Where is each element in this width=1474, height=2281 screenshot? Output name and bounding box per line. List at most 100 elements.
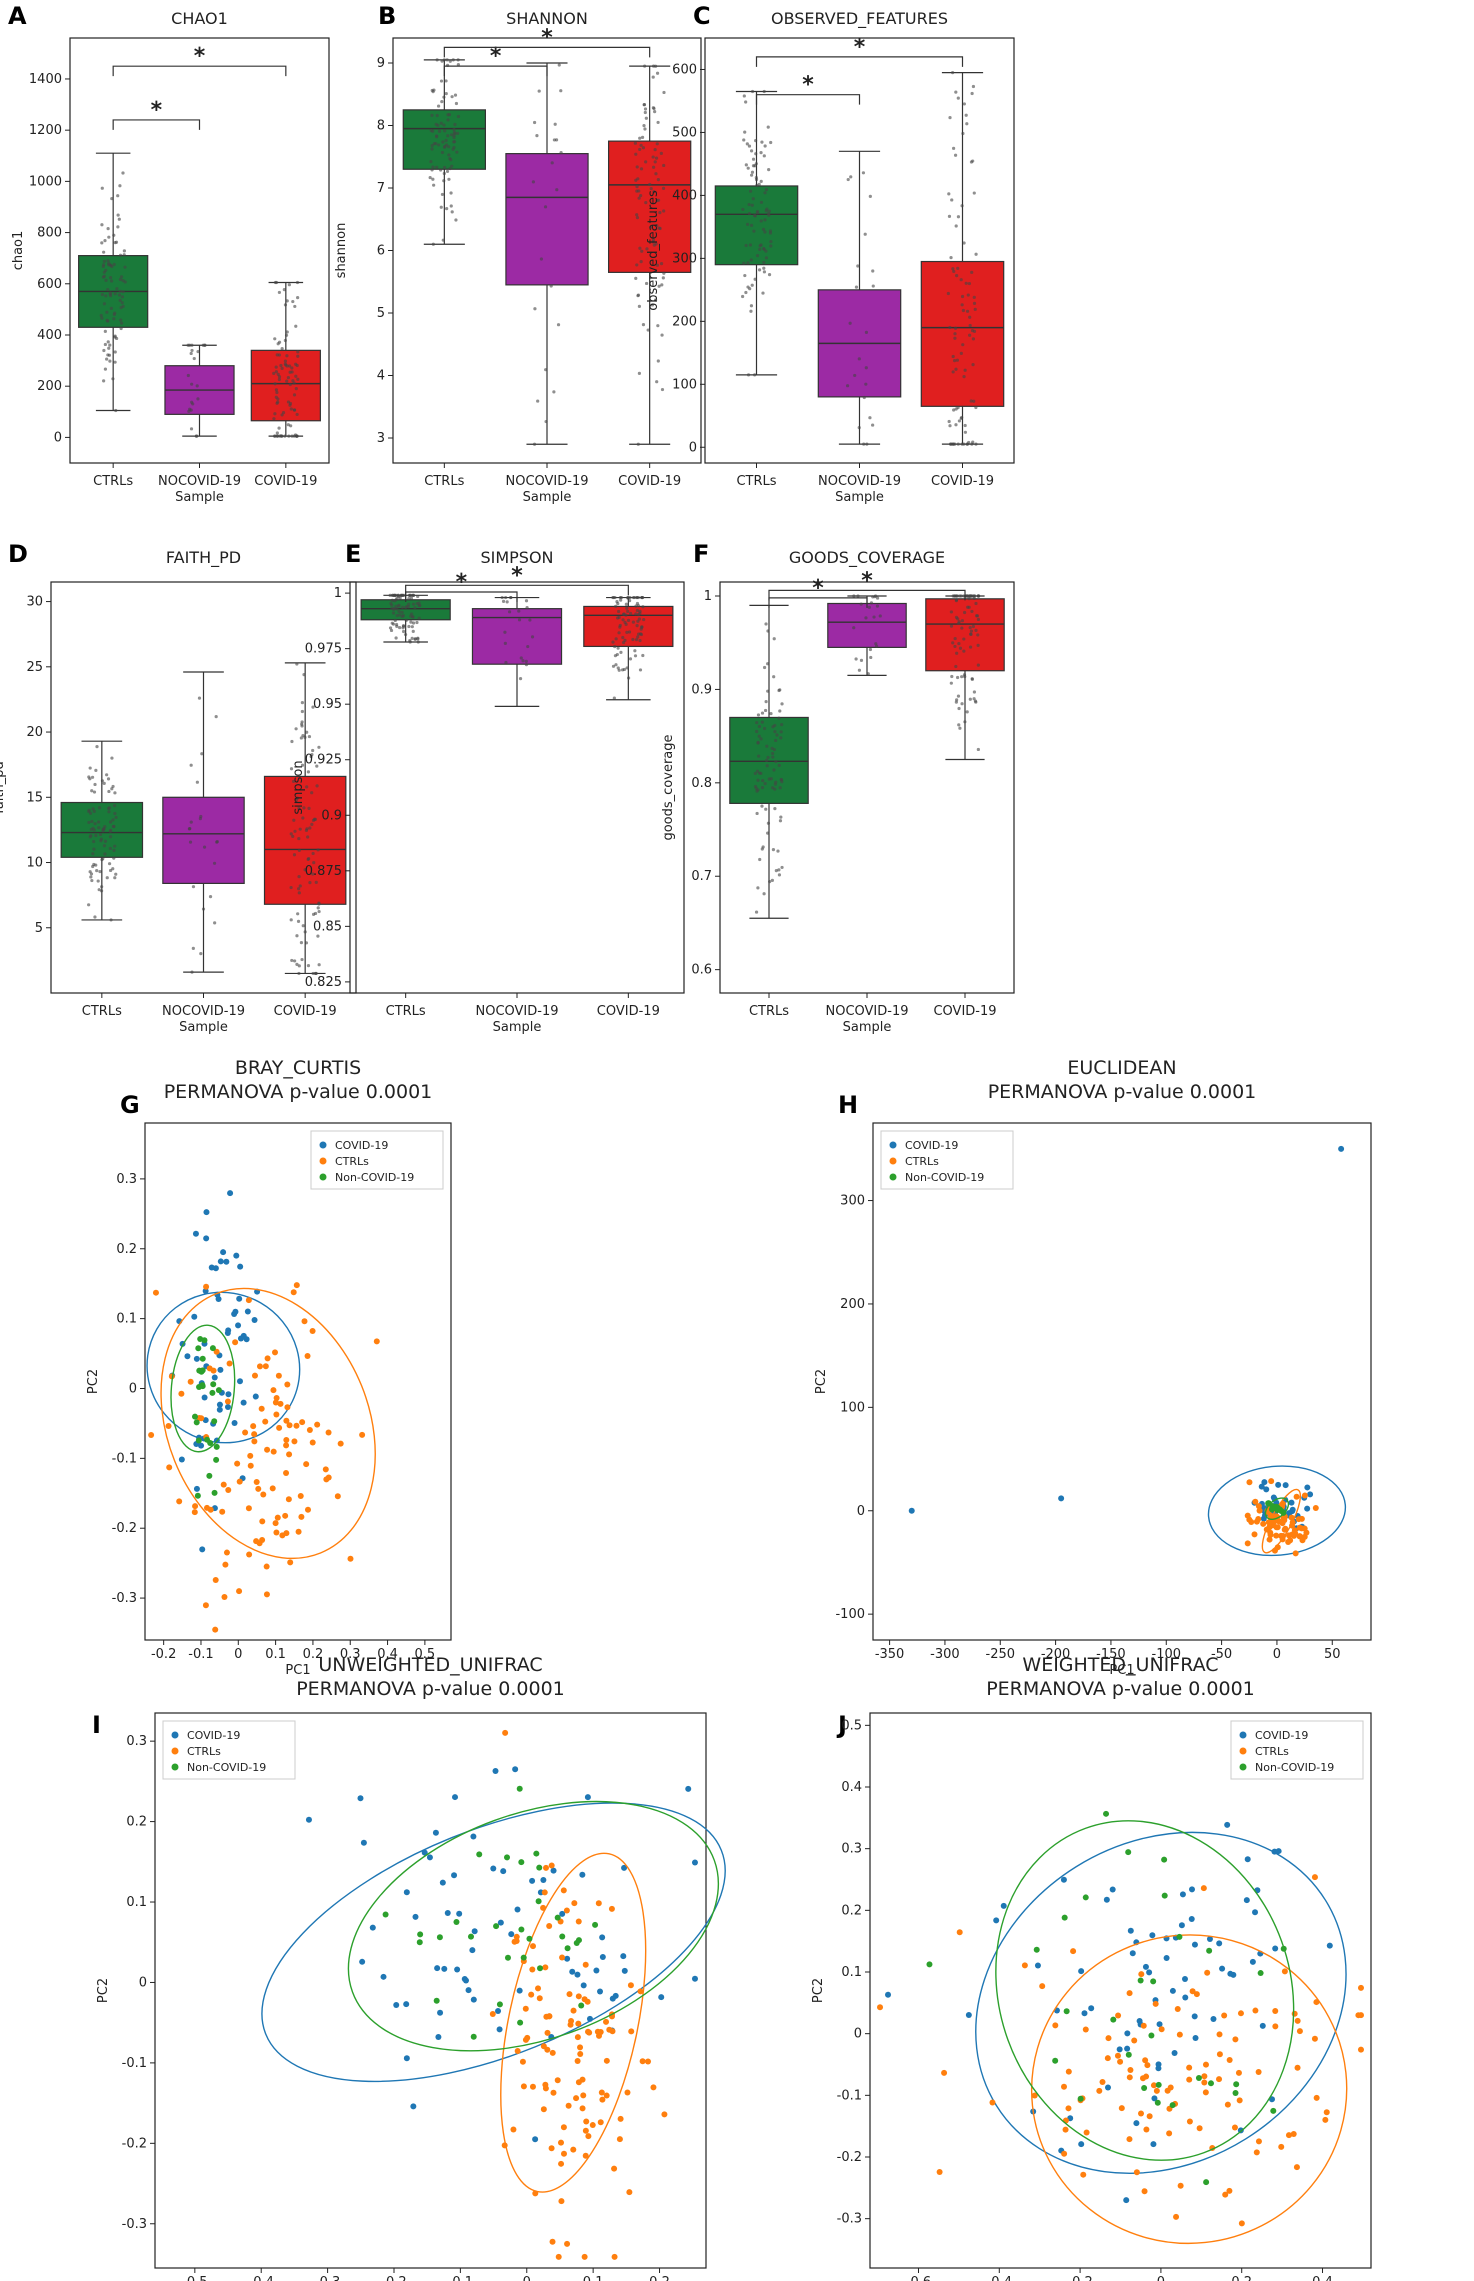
data-point — [294, 798, 298, 802]
scatter-point — [528, 1991, 535, 1998]
data-point — [953, 636, 957, 641]
data-point — [765, 207, 769, 211]
data-point — [755, 811, 759, 816]
scatter-point — [1146, 2113, 1153, 2120]
data-point — [544, 419, 548, 424]
data-point — [305, 730, 309, 734]
scatter-point — [194, 1492, 201, 1499]
data-point — [113, 360, 117, 364]
scatter-point — [1126, 2074, 1133, 2081]
y-axis-label: chao1 — [11, 231, 26, 271]
bracket-line — [443, 65, 548, 77]
data-point — [103, 342, 107, 347]
data-point — [969, 629, 974, 633]
legend-marker — [171, 1763, 179, 1771]
scatter-point — [471, 1928, 478, 1935]
data-point — [296, 350, 300, 354]
data-point — [283, 434, 287, 438]
scatter-point — [1065, 2105, 1072, 2112]
scatter-point — [184, 1353, 191, 1360]
data-point — [764, 256, 769, 260]
data-point — [315, 784, 319, 788]
y-axis-label: observed_features — [646, 190, 661, 311]
data-point — [771, 755, 775, 759]
scatter-point — [1255, 2068, 1262, 2075]
data-point — [111, 377, 115, 381]
data-point — [756, 788, 760, 792]
data-point — [864, 366, 868, 370]
scatter-point — [542, 1964, 549, 1971]
scatter-point — [1058, 1495, 1065, 1502]
x-tick-label: -0.2 — [381, 2275, 406, 2281]
scatter-point — [260, 1491, 267, 1498]
data-point — [749, 149, 754, 153]
data-point — [450, 164, 454, 168]
scatter-point — [1237, 2010, 1244, 2017]
data-point — [956, 694, 961, 698]
data-point — [105, 310, 109, 314]
y-tick-label: -0.2 — [122, 2136, 147, 2151]
scatter-point — [1169, 1987, 1176, 1994]
scatter-point — [221, 1593, 228, 1600]
x-tick-label: COVID-19 — [931, 474, 994, 489]
scatter-point — [564, 1955, 571, 1962]
data-point — [119, 326, 123, 331]
data-point — [445, 207, 449, 211]
data-point — [627, 676, 631, 680]
data-point — [106, 777, 111, 781]
y-tick-label: 0.925 — [305, 753, 342, 768]
x-tick-label: CTRLs — [93, 474, 133, 489]
x-tick-label: -0.2 — [1067, 2275, 1092, 2281]
data-point — [101, 828, 105, 832]
data-point — [853, 373, 857, 378]
data-point — [317, 902, 321, 906]
scatter-point — [1192, 2034, 1199, 2041]
data-point — [950, 198, 954, 202]
scatter-point — [470, 1996, 477, 2003]
data-point — [87, 903, 91, 907]
scatter-point — [513, 1933, 520, 1940]
scatter-point — [558, 2198, 565, 2205]
data-point — [954, 423, 958, 427]
scatter-point — [1191, 2013, 1198, 2020]
x-tick-label: -0.5 — [182, 2275, 207, 2281]
data-point — [954, 224, 958, 228]
data-point — [640, 249, 644, 253]
data-point — [769, 239, 773, 244]
data-point — [747, 202, 751, 207]
data-point — [656, 359, 660, 363]
data-point — [112, 856, 116, 860]
scatter-point — [603, 2018, 610, 2025]
data-point — [450, 133, 454, 137]
data-point — [108, 868, 113, 873]
data-point — [638, 147, 642, 152]
data-point — [186, 373, 190, 378]
scatter-point — [193, 1485, 200, 1492]
y-tick-label: 300 — [672, 251, 697, 266]
data-point — [773, 723, 777, 728]
scatter-point — [1289, 1508, 1296, 1515]
data-point — [275, 390, 279, 395]
scatter-point — [611, 2165, 618, 2172]
data-point — [390, 598, 394, 602]
data-point — [108, 835, 113, 839]
scatter-point — [582, 1961, 589, 1968]
data-point — [104, 268, 108, 272]
y-tick-label: 1000 — [29, 174, 62, 189]
scatter-point — [262, 1363, 269, 1370]
data-point — [440, 192, 445, 197]
scatter-point — [496, 2026, 503, 2033]
scatter-point — [1272, 1945, 1279, 1952]
data-point — [500, 595, 504, 600]
data-point — [90, 819, 94, 824]
data-point — [108, 359, 112, 363]
scatter-point — [305, 1816, 312, 1823]
legend-entry: Non-COVID-19 — [1255, 1761, 1334, 1774]
data-point — [632, 595, 637, 600]
data-point — [401, 624, 406, 628]
data-point — [88, 835, 92, 839]
legend-marker — [319, 1173, 327, 1181]
data-point — [301, 816, 305, 820]
data-point — [452, 133, 456, 137]
